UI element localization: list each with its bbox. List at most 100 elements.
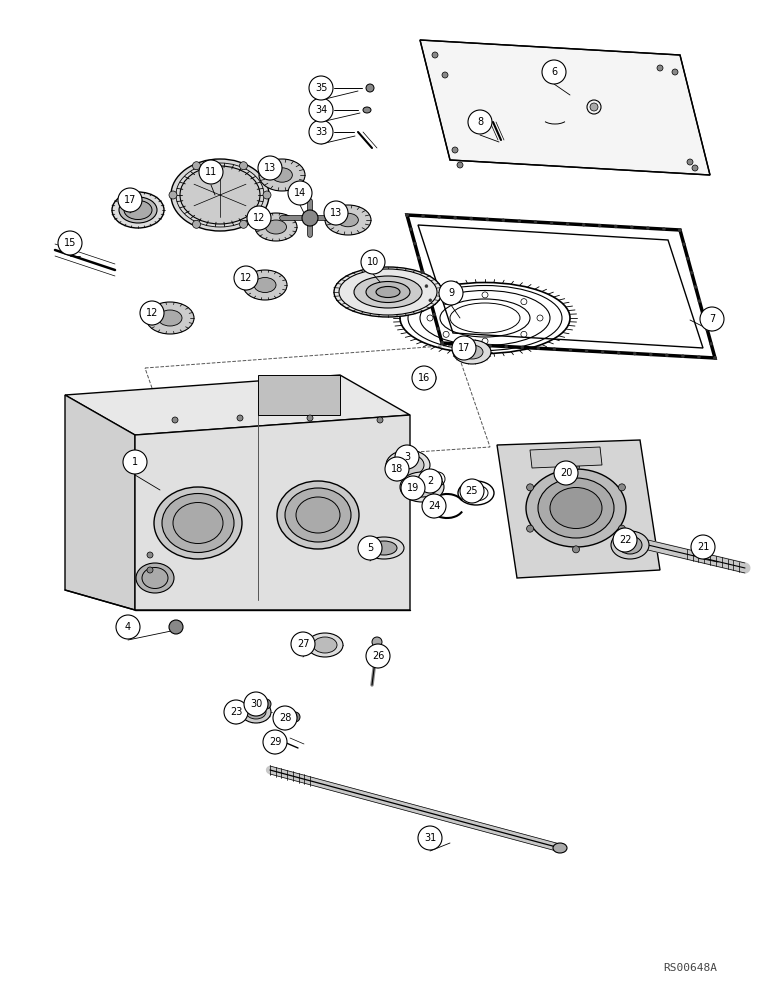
Circle shape	[307, 415, 313, 421]
Ellipse shape	[162, 493, 234, 552]
Ellipse shape	[173, 502, 223, 544]
Polygon shape	[418, 225, 703, 348]
Ellipse shape	[180, 166, 260, 224]
Circle shape	[147, 567, 153, 573]
Text: 13: 13	[330, 208, 342, 218]
Circle shape	[309, 120, 333, 144]
Ellipse shape	[386, 450, 430, 480]
Text: 17: 17	[458, 343, 470, 353]
Circle shape	[697, 356, 700, 359]
Ellipse shape	[538, 478, 614, 538]
Circle shape	[502, 219, 505, 222]
Circle shape	[486, 218, 489, 221]
Text: 4: 4	[125, 622, 131, 632]
Circle shape	[694, 285, 697, 288]
Circle shape	[192, 162, 201, 170]
Text: 2: 2	[427, 476, 433, 486]
Circle shape	[682, 355, 685, 358]
Circle shape	[422, 214, 425, 217]
Text: 21: 21	[697, 542, 709, 552]
Circle shape	[554, 461, 578, 485]
Circle shape	[630, 226, 633, 229]
Circle shape	[408, 454, 412, 458]
Circle shape	[553, 348, 556, 351]
Circle shape	[385, 457, 409, 481]
Ellipse shape	[313, 637, 337, 653]
Circle shape	[550, 221, 553, 224]
Text: 14: 14	[294, 188, 306, 198]
Text: 17: 17	[124, 195, 136, 205]
Circle shape	[649, 353, 652, 356]
Circle shape	[118, 188, 142, 212]
Circle shape	[646, 227, 649, 230]
Ellipse shape	[277, 481, 359, 549]
Text: 12: 12	[146, 308, 158, 318]
Ellipse shape	[407, 477, 437, 497]
Circle shape	[377, 417, 383, 423]
Circle shape	[309, 76, 333, 100]
Circle shape	[263, 730, 287, 754]
Text: 27: 27	[296, 639, 310, 649]
Text: 29: 29	[269, 737, 281, 747]
Ellipse shape	[266, 220, 286, 234]
Text: 33: 33	[315, 127, 327, 137]
Text: 8: 8	[477, 117, 483, 127]
Circle shape	[521, 346, 523, 349]
Circle shape	[147, 552, 153, 558]
Circle shape	[169, 191, 177, 199]
Ellipse shape	[371, 541, 397, 555]
Circle shape	[527, 484, 533, 491]
Circle shape	[457, 162, 463, 168]
Circle shape	[452, 147, 458, 153]
Circle shape	[468, 110, 492, 134]
Circle shape	[618, 525, 625, 532]
Circle shape	[505, 345, 508, 348]
Circle shape	[690, 271, 693, 274]
Circle shape	[439, 281, 463, 305]
Circle shape	[434, 475, 442, 483]
Polygon shape	[65, 395, 135, 610]
Circle shape	[452, 336, 476, 360]
Ellipse shape	[296, 497, 340, 533]
Circle shape	[573, 463, 580, 470]
Ellipse shape	[124, 200, 152, 220]
Text: 5: 5	[367, 543, 373, 553]
Circle shape	[709, 342, 713, 345]
Text: 26: 26	[372, 651, 384, 661]
Circle shape	[293, 715, 297, 719]
Circle shape	[413, 242, 416, 245]
Text: 9: 9	[448, 288, 454, 298]
Text: 31: 31	[424, 833, 436, 843]
Circle shape	[424, 372, 436, 384]
Circle shape	[472, 343, 476, 346]
Ellipse shape	[171, 159, 269, 231]
Circle shape	[713, 357, 716, 360]
Polygon shape	[65, 375, 410, 435]
Circle shape	[692, 165, 698, 171]
Circle shape	[309, 98, 333, 122]
Circle shape	[418, 826, 442, 850]
Circle shape	[199, 160, 223, 184]
Text: 24: 24	[428, 501, 440, 511]
Circle shape	[437, 327, 439, 330]
Circle shape	[460, 479, 484, 503]
Circle shape	[527, 525, 533, 532]
Ellipse shape	[366, 282, 410, 302]
Text: RS00648A: RS00648A	[663, 963, 717, 973]
Ellipse shape	[285, 488, 351, 542]
Ellipse shape	[618, 536, 642, 554]
Circle shape	[691, 535, 715, 559]
Circle shape	[441, 342, 443, 344]
Circle shape	[366, 84, 374, 92]
Circle shape	[116, 615, 140, 639]
Circle shape	[433, 313, 435, 316]
Circle shape	[239, 220, 248, 228]
Circle shape	[618, 484, 625, 491]
Text: 15: 15	[64, 238, 76, 248]
Circle shape	[395, 445, 419, 469]
Ellipse shape	[254, 277, 276, 292]
Circle shape	[679, 229, 682, 232]
Circle shape	[263, 191, 271, 199]
Text: 30: 30	[250, 699, 262, 709]
Ellipse shape	[325, 205, 371, 235]
